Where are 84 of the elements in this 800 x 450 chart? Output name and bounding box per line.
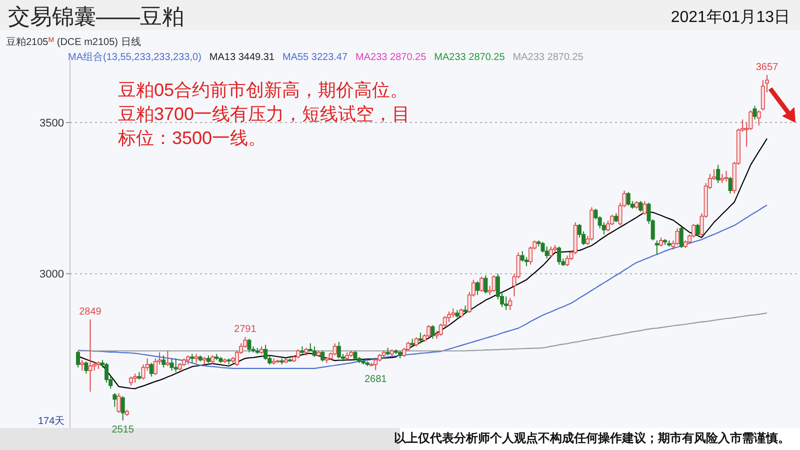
candlestick bbox=[312, 346, 316, 358]
candlestick bbox=[659, 236, 663, 248]
y-tick-label: 3500 bbox=[40, 117, 64, 130]
annotation: 2515 bbox=[112, 424, 134, 436]
candlestick bbox=[756, 110, 761, 126]
text: MA55 3223.47 bbox=[282, 52, 348, 63]
candlestick bbox=[116, 392, 121, 414]
chart-title: 交易锦囊——豆粕 bbox=[8, 4, 184, 29]
candlestick bbox=[459, 308, 464, 318]
candlestick bbox=[92, 360, 96, 372]
candlestick bbox=[696, 223, 700, 236]
candlestick bbox=[149, 362, 154, 378]
candlestick bbox=[336, 341, 341, 359]
annotation: 标位：3500一线。 bbox=[117, 128, 266, 148]
text: 以上仅代表分析师个人观点不构成任何操作建议；期市有风险入市需谨慎。 bbox=[394, 431, 790, 445]
candlestick bbox=[120, 396, 125, 421]
candlestick bbox=[353, 350, 358, 360]
candlestick bbox=[80, 359, 84, 372]
text: MA13 3449.31 bbox=[209, 52, 275, 63]
candlestick bbox=[557, 246, 562, 266]
candlestick bbox=[190, 353, 194, 364]
text: 豆粕2105$^{M}$ (DCE m2105) 日线 bbox=[6, 36, 141, 48]
candlestick bbox=[374, 358, 378, 371]
candlestick bbox=[626, 192, 630, 206]
candlestick bbox=[84, 360, 88, 374]
candlestick bbox=[133, 373, 138, 384]
candlestick bbox=[332, 342, 337, 356]
candlestick bbox=[141, 364, 146, 380]
annotation: 2791 bbox=[234, 324, 257, 335]
annotation: 3657 bbox=[756, 62, 779, 74]
candlestick bbox=[112, 392, 117, 408]
candlestick bbox=[642, 200, 647, 216]
candlestick bbox=[166, 350, 170, 366]
candlestick bbox=[752, 105, 757, 120]
candlestick bbox=[447, 311, 451, 323]
candlestick bbox=[88, 318, 92, 392]
candlestick bbox=[296, 348, 300, 359]
candlestick bbox=[129, 376, 133, 386]
candlestick bbox=[186, 354, 190, 365]
candlestick bbox=[170, 358, 174, 372]
candlestick bbox=[716, 164, 720, 184]
candlestick bbox=[504, 296, 508, 311]
candlestick bbox=[426, 324, 431, 338]
candlestick bbox=[476, 280, 480, 296]
candlestick bbox=[414, 336, 418, 347]
annotation: MA233 2870.25 bbox=[356, 52, 427, 63]
candlestick bbox=[247, 338, 252, 353]
candlestick bbox=[728, 176, 732, 194]
candlestick bbox=[430, 324, 435, 340]
candlestick bbox=[724, 170, 728, 182]
candlestick bbox=[320, 350, 325, 362]
candlestick bbox=[174, 358, 178, 373]
candlestick bbox=[194, 353, 198, 364]
annotation: MA233 2870.25 bbox=[434, 52, 506, 63]
candlestick bbox=[520, 250, 524, 262]
candlestick bbox=[614, 212, 618, 223]
candlestick bbox=[76, 350, 80, 368]
annotation: MA组合(13,55,233,233,233,0) bbox=[68, 51, 202, 63]
candlestick bbox=[210, 354, 215, 365]
candlestick bbox=[162, 354, 166, 368]
candlestick bbox=[565, 255, 570, 267]
annotation: 2681 bbox=[364, 374, 388, 386]
line-series bbox=[77, 204, 768, 369]
annotation: 豆粕05合约前市创新高，期价高位。 bbox=[118, 80, 408, 100]
candlestick bbox=[675, 228, 680, 246]
text: 174天 bbox=[38, 416, 65, 427]
candlestick bbox=[720, 173, 724, 184]
chart-subtitle: 2021年01月13日 bbox=[670, 9, 790, 26]
candlestick bbox=[508, 297, 512, 311]
candlestick bbox=[654, 240, 659, 256]
candlestick bbox=[484, 274, 488, 294]
annotation: 2849 bbox=[79, 306, 102, 318]
y-tick-label: 3000 bbox=[40, 268, 64, 281]
candlestick bbox=[492, 274, 496, 292]
candlestick bbox=[679, 226, 684, 249]
candlestick bbox=[264, 344, 268, 360]
candlestick bbox=[638, 200, 643, 212]
candlestick bbox=[451, 308, 456, 318]
candlestick bbox=[548, 246, 553, 258]
annotation: 豆粕3700一线有压力，短线试空，目 bbox=[118, 104, 410, 124]
candlestick bbox=[544, 246, 549, 260]
candlestick bbox=[418, 332, 422, 344]
candlestick bbox=[480, 276, 484, 292]
text: MA233 2870.25 bbox=[512, 52, 584, 63]
